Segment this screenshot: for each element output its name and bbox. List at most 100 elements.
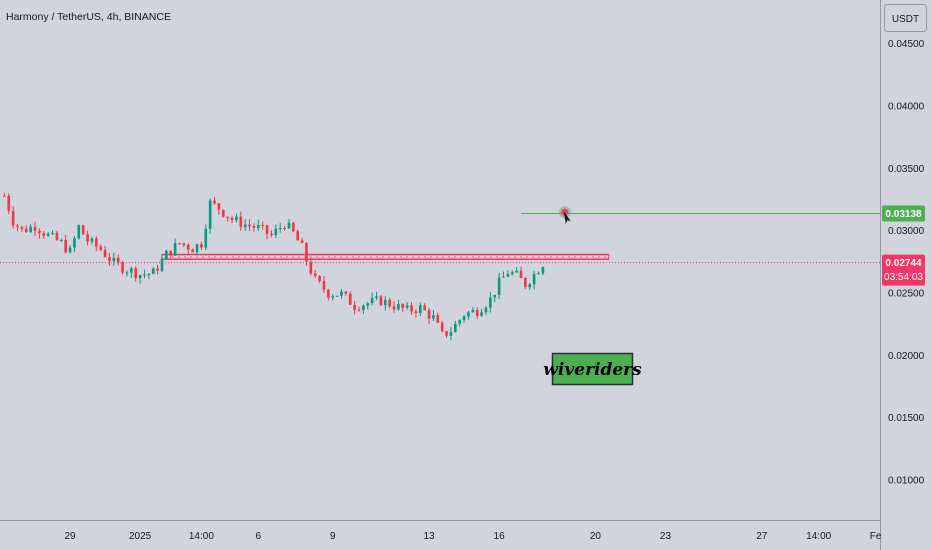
candle-body — [353, 304, 356, 310]
candle-body — [292, 222, 295, 232]
cursor-icon — [563, 211, 571, 225]
candle-body — [348, 293, 352, 305]
candle-body — [418, 305, 422, 314]
candle-body — [344, 291, 348, 294]
candle-body — [90, 238, 94, 242]
candle-body — [340, 291, 343, 296]
candle-body — [55, 232, 59, 241]
candle-body — [313, 273, 317, 277]
candle-body — [178, 243, 181, 245]
candle-body — [99, 246, 102, 250]
candle-body — [423, 305, 426, 311]
candle-body — [151, 268, 155, 274]
candle-body — [42, 233, 46, 236]
candle-body — [436, 315, 440, 323]
time-tick-label: 23 — [660, 531, 672, 542]
candle-body — [383, 299, 387, 306]
candle-body — [59, 240, 63, 242]
candle-body — [11, 211, 15, 226]
candle-body — [64, 240, 67, 253]
candle-body — [497, 277, 501, 295]
candle-body — [541, 267, 545, 274]
candle-body — [392, 306, 396, 310]
candle-body — [77, 225, 81, 239]
candle-body — [445, 331, 448, 336]
candle-body — [449, 332, 453, 336]
candle-body — [318, 276, 321, 282]
price-tick-label: 0.03000 — [888, 226, 925, 237]
candle-body — [68, 247, 72, 253]
candle-body — [20, 226, 24, 229]
candle-body — [138, 275, 142, 279]
candle-body — [471, 309, 475, 313]
candle-body — [265, 225, 269, 234]
time-tick-label: 14:00 — [189, 531, 214, 542]
candle-body — [116, 257, 120, 263]
price-tick-label: 0.02500 — [888, 289, 925, 300]
candle-body — [532, 273, 536, 285]
candle-body — [73, 238, 76, 248]
candle-body — [528, 284, 532, 288]
price-axis[interactable]: 0.04500 0.04000 0.03500 0.03000 0.02500 0.020… — [888, 39, 925, 486]
time-tick-label: 27 — [756, 531, 768, 542]
candle-body — [362, 305, 365, 310]
candle-body — [125, 272, 129, 274]
price-tick-label: 0.04500 — [888, 39, 925, 50]
time-axis[interactable]: 29 2025 14:00 6 9 13 16 20 23 27 14:00 Fe — [64, 531, 881, 542]
candle-body — [278, 227, 282, 229]
candle-body — [221, 209, 225, 217]
price-tick-label: 0.02000 — [888, 351, 925, 362]
candle-body — [467, 312, 470, 317]
candle-body — [182, 243, 186, 245]
candle-body — [357, 309, 361, 311]
time-tick-label: 6 — [256, 531, 262, 542]
candle-body — [510, 272, 514, 274]
candle-body — [121, 262, 124, 273]
candle-body — [169, 250, 173, 256]
candle-body — [248, 224, 251, 227]
time-tick-label: 16 — [494, 531, 506, 542]
candle-body — [309, 261, 313, 274]
brand-box: wiveriders — [543, 352, 642, 386]
currency-button[interactable]: USDT — [884, 4, 927, 32]
candle-body — [235, 216, 238, 221]
price-tick-label: 0.01000 — [888, 476, 925, 487]
price-tick-label: 0.03500 — [888, 164, 925, 175]
brand-label: wiveriders — [543, 360, 642, 380]
chart-title: Harmony / TetherUS, 4h, BINANCE — [6, 11, 171, 23]
candle-body — [274, 228, 278, 236]
time-tick-label: 9 — [330, 531, 336, 542]
time-tick-label: 29 — [64, 531, 76, 542]
candle-body — [502, 276, 505, 278]
candle-body — [130, 268, 133, 273]
candle-body — [186, 244, 190, 250]
candle-body — [305, 242, 308, 262]
time-tick-label: Fe — [870, 531, 882, 542]
price-tick-label: 0.04000 — [888, 101, 925, 112]
candlestick-series — [3, 192, 545, 341]
candle-body — [24, 228, 28, 233]
candle-body — [3, 195, 6, 197]
current-price-tag: 0.02744 03:54:03 — [882, 254, 925, 286]
time-tick-label: 20 — [590, 531, 602, 542]
candle-body — [217, 203, 221, 210]
price-tick-label: 0.01500 — [888, 413, 925, 424]
candle-body — [283, 227, 286, 229]
candle-body — [440, 322, 444, 332]
candle-body — [458, 320, 462, 324]
candle-body — [489, 297, 492, 308]
candle-body — [327, 289, 330, 298]
candle-body — [33, 226, 37, 231]
candle-body — [16, 225, 19, 227]
candle-body — [7, 195, 11, 212]
candle-body — [156, 268, 159, 271]
candle-body — [226, 216, 229, 218]
time-tick-label: 2025 — [129, 531, 152, 542]
candle-body — [524, 277, 527, 288]
candle-body — [230, 217, 234, 221]
candle-body — [366, 303, 370, 306]
candle-body — [112, 257, 116, 262]
